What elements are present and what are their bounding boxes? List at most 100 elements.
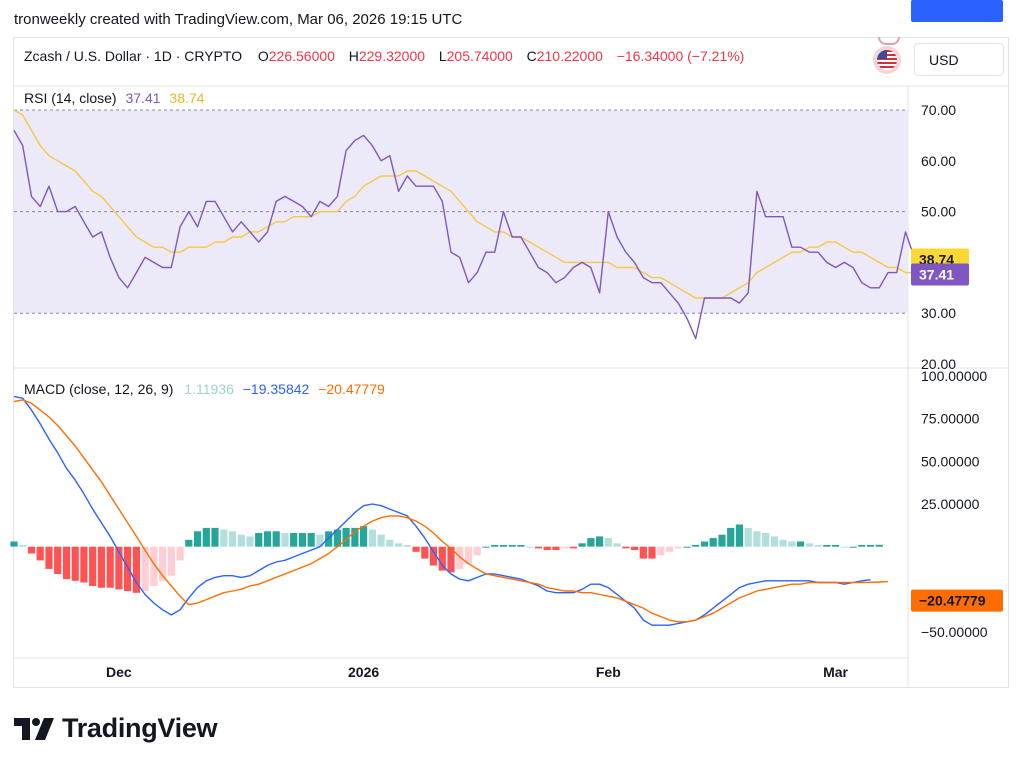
chart-frame (13, 37, 1009, 688)
macd-histogram-bar (298, 533, 306, 547)
macd-histogram-bar (543, 546, 551, 551)
macd-histogram-bar (805, 543, 813, 547)
signal-value-badge: −20.47779 (911, 589, 1003, 612)
macd-histogram-bar (438, 546, 446, 571)
macd-histogram-bar (307, 533, 315, 547)
macd-histogram-bar (770, 536, 778, 547)
macd-histogram-bar (62, 546, 71, 580)
macd-histogram-bar (508, 545, 516, 547)
time-axis-label: 2026 (348, 664, 379, 680)
macd-axis-tick: 50.00000 (921, 453, 980, 469)
macd-histogram-bar (823, 545, 831, 547)
macd-histogram-bar (211, 527, 219, 547)
macd-histogram-bar (596, 536, 604, 547)
macd-histogram-bar (753, 531, 761, 547)
macd-histogram-bar (604, 538, 612, 547)
macd-histogram-bar (762, 533, 770, 547)
macd-histogram-bar (526, 546, 534, 548)
macd-histogram-bar (814, 545, 822, 547)
macd-histogram-bar (412, 546, 420, 552)
rsi-legend-value: 37.41 (125, 90, 161, 106)
macd-histogram-bar (875, 544, 883, 547)
macd-histogram-bar (683, 546, 691, 548)
macd-axis-tick: 25.00000 (921, 496, 980, 512)
macd-histogram-bar (27, 546, 36, 554)
macd-histogram-bar (333, 529, 341, 547)
macd-histogram-bar (106, 546, 114, 588)
macd-histogram-bar (141, 546, 149, 592)
currency-button[interactable]: USD (914, 43, 1004, 76)
macd-histogram-bar (866, 545, 875, 547)
high-label: H (348, 48, 359, 64)
macd-histogram-bar (316, 534, 324, 547)
macd-histogram-bar (779, 539, 787, 547)
macd-histogram-bar (482, 546, 490, 548)
macd-histogram-bar (622, 546, 630, 549)
rsi-line (13, 129, 924, 340)
rsi-ma-badge-text: 38.74 (919, 251, 954, 267)
macd-histogram-bar (849, 546, 857, 548)
macd-value-badge-text: −19.35842 (919, 0, 986, 3)
open-value: 226.56000 (268, 48, 335, 64)
close-value: 210.22000 (536, 48, 603, 64)
symbol-name: Zcash / U.S. Dollar · 1D · CRYPTO (24, 48, 243, 64)
macd-histogram-bar (727, 527, 735, 547)
macd-histogram-bar (447, 546, 455, 573)
signal-value-badge-bg (911, 589, 1003, 612)
macd-histogram-bar (342, 527, 350, 547)
macd-axis-tick: 100.00000 (921, 368, 987, 384)
macd-histogram-bar (657, 546, 665, 556)
macd-histogram-bar (167, 546, 175, 576)
macd-legend-macd: −19.35842 (242, 381, 310, 397)
macd-histogram-bar (569, 546, 577, 549)
macd-histogram-bar (54, 546, 62, 574)
macd-histogram-bar (10, 541, 18, 547)
tradingview-wordmark: TradingView (62, 713, 218, 743)
macd-histogram-bar (246, 536, 254, 547)
macd-value-badge: −19.35842 (911, 0, 1003, 22)
macd-histogram-bar (700, 541, 709, 547)
macd-legend-title: MACD (close, 12, 26, 9) (24, 381, 174, 397)
macd-histogram-bar (552, 546, 560, 551)
macd-histogram-bar (263, 531, 272, 547)
macd-histogram-bar (228, 531, 237, 547)
macd-histogram-bar (71, 546, 79, 581)
rsi-legend[interactable]: RSI (14, close) 37.41 38.74 (24, 90, 204, 106)
close-label: C (526, 48, 537, 64)
macd-histogram-bar (517, 545, 525, 547)
macd-histogram-bar (491, 545, 499, 547)
macd-histogram-bar (176, 546, 184, 561)
macd-legend[interactable]: MACD (close, 12, 26, 9) 1.11936 −19.3584… (24, 381, 385, 397)
macd-histogram-bar (718, 534, 726, 547)
chart-credit: tronweekly created with TradingView.com,… (14, 11, 463, 28)
macd-histogram-bar (578, 543, 586, 547)
tradingview-logo-icon (14, 717, 54, 740)
macd-histogram-bar (613, 543, 621, 547)
tradingview-logo[interactable]: TradingView (14, 713, 218, 744)
rsi-value-badge-text: 37.41 (919, 267, 954, 283)
price-change: −16.34000 (−7.21%) (616, 48, 745, 64)
macd-histogram-bar (115, 546, 123, 590)
macd-histogram-bar (220, 529, 228, 547)
macd-histogram-bar (665, 546, 674, 552)
macd-histogram-bar (132, 546, 140, 593)
us-flag-icon[interactable] (873, 46, 901, 74)
symbol-legend[interactable]: Zcash / U.S. Dollar · 1D · CRYPTO O226.5… (24, 48, 744, 64)
rsi-axis-tick: 60.00 (921, 153, 956, 169)
rsi-ma-line (13, 109, 924, 299)
high-value: 229.32000 (358, 48, 426, 64)
macd-histogram-bar (368, 529, 376, 547)
macd-histogram-bar (386, 539, 394, 547)
macd-histogram-bar (89, 546, 97, 586)
macd-histogram-bar (272, 531, 280, 547)
macd-histogram-bar (150, 546, 158, 586)
macd-legend-hist: 1.11936 (184, 381, 234, 397)
macd-histogram-bar (351, 527, 359, 547)
rsi-value-badge-bg (911, 263, 969, 286)
signal-line (13, 399, 889, 623)
macd-pane (10, 395, 889, 626)
macd-axis-tick: −50.00000 (921, 624, 988, 640)
macd-histogram-bar (194, 531, 202, 547)
macd-histogram-bar (97, 546, 105, 588)
